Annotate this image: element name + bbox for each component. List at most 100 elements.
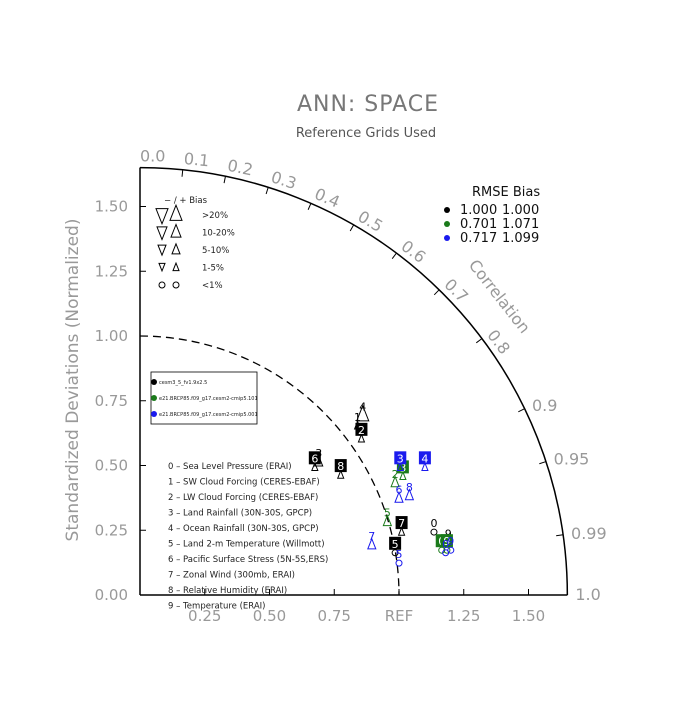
variable-list-item: 3 – Land Rainfall (30N-30S, GPCP) <box>168 509 312 519</box>
data-point: 8 <box>404 481 415 501</box>
case-color-dot <box>151 411 157 417</box>
correlation-tick-label: 0.95 <box>554 450 590 469</box>
point-label: 2 <box>392 468 399 481</box>
point-label: 0 <box>442 538 449 551</box>
bias-circle-minus-icon <box>158 281 166 289</box>
bias-legend-label: 1-5% <box>202 264 224 274</box>
point-label-box <box>440 534 453 548</box>
rmse-color-dot <box>444 207 450 213</box>
rmse-header: RMSE Bias <box>472 185 540 200</box>
variable-list-item: 2 – LW Cloud Forcing (CERES-EBAF) <box>168 493 318 503</box>
point-label: 6 <box>311 452 318 465</box>
point-label: 7 <box>368 530 375 543</box>
data-point: 5 <box>382 507 393 527</box>
point-label-box <box>355 422 368 436</box>
data-point: 6 <box>394 483 404 503</box>
point-marker-triangle <box>367 537 377 550</box>
bias-triangle-down-icon <box>158 262 166 273</box>
correlation-tick-label: 0.6 <box>398 236 430 266</box>
point-marker-triangle <box>421 461 429 471</box>
point-label: 6 <box>396 483 403 496</box>
bias-circle-plus-icon <box>172 281 180 289</box>
y-tick-label: 0.75 <box>95 392 128 410</box>
correlation-tick-label: 0.1 <box>183 149 210 170</box>
point-label: 4 <box>359 401 366 414</box>
y-tick-label: 1.50 <box>95 198 128 216</box>
point-label: 4 <box>421 452 428 465</box>
point-label: 5 <box>392 538 399 551</box>
point-marker-triangle <box>357 433 366 443</box>
point-marker-circle <box>447 546 455 554</box>
point-label-box <box>418 451 431 465</box>
bias-triangle-up-icon <box>172 261 180 272</box>
correlation-tick-label: 0.2 <box>226 156 255 180</box>
variable-list-item: 8 – Relative Humidity (ERAI) <box>168 586 287 596</box>
y-tick-label: 0.00 <box>95 586 128 604</box>
correlation-tick-label: 0.99 <box>571 524 607 543</box>
data-point: 0 <box>430 517 438 536</box>
bias-triangle-up-icon <box>170 223 182 238</box>
point-marker-triangle <box>394 490 404 503</box>
correlation-tick-label: 0.5 <box>355 207 387 236</box>
variable-list-item: 4 – Ocean Rainfall (30N-30S, GPCP) <box>168 524 319 534</box>
rmse-color-dot <box>444 235 450 241</box>
correlation-tick-mark <box>475 338 483 344</box>
y-tick-label: 1.25 <box>95 262 128 280</box>
bias-triangle-up-icon <box>169 203 183 221</box>
point-marker-triangle <box>336 469 345 479</box>
correlation-tick-label: 0.4 <box>312 184 343 212</box>
point-marker-triangle <box>382 514 393 527</box>
point-marker-triangle <box>399 470 407 481</box>
point-label-box <box>389 536 402 550</box>
variable-list-item: 5 – Land 2-m Temperature (Willmott) <box>168 540 325 550</box>
bias-value: 1.099 <box>502 231 539 246</box>
reference-arc <box>139 335 400 596</box>
y-tick-label: 1.00 <box>95 327 128 345</box>
data-point: 7 <box>367 530 377 550</box>
correlation-tick-mark <box>349 224 355 232</box>
chart-title: ANN: SPACE <box>297 92 439 117</box>
case-legend: cesm3_5_fv1.9x2.5 e21.BRCP85.f09_g17.cesm… <box>150 371 258 425</box>
point-label: 3 <box>397 452 404 465</box>
variable-list-item: 0 – Sea Level Pressure (ERAI) <box>168 462 292 472</box>
case-name: e21.BRCP85.f09_g17.cesm2-cmip5.101 <box>159 396 258 402</box>
case-color-dot <box>151 379 157 385</box>
point-label: 2 <box>358 424 365 437</box>
case-name: cesm3_5_fv1.9x2.5 <box>159 380 207 386</box>
point-marker-triangle <box>311 461 319 471</box>
point-marker-triangle <box>390 475 400 488</box>
point-label: 1 <box>354 411 361 424</box>
data-point: 2 <box>355 422 368 443</box>
x-tick-label: 0.75 <box>318 607 351 625</box>
point-label-box <box>395 516 408 530</box>
plot-axes <box>139 166 569 596</box>
x-tick-label: 0.50 <box>253 607 286 625</box>
case-name: e21.BRCP85.f09_g17.cesm2-cmip5.001 <box>159 412 258 418</box>
correlation-tick-mark <box>223 176 226 184</box>
data-point: 6 <box>308 451 321 471</box>
chart-subtitle: Reference Grids Used <box>296 126 436 141</box>
correlation-tick-label: 1.0 <box>575 585 600 604</box>
rmse-color-dot <box>444 221 450 227</box>
data-point: 3 <box>394 451 407 471</box>
point-label-box <box>334 459 347 473</box>
point-label-box <box>308 451 321 465</box>
point-marker-triangle <box>404 488 415 501</box>
data-point: 8 <box>334 459 347 479</box>
correlation-tick-mark <box>265 187 269 195</box>
point-marker-triangle <box>356 404 370 422</box>
correlation-tick-mark <box>433 289 440 296</box>
bias-legend-label: <1% <box>202 281 223 291</box>
outer-arc <box>139 166 569 596</box>
x-tick-label: 1.50 <box>512 607 545 625</box>
case-legend-box <box>150 371 258 425</box>
rmse-value: 0.717 <box>460 231 497 246</box>
variable-list: 0 – Sea Level Pressure (ERAI) 1 – SW Clou… <box>168 462 328 612</box>
bias-value: 1.000 <box>502 203 539 218</box>
bias-triangle-down-icon <box>155 208 169 226</box>
bias-legend: − / + Bias >20% 10-20% 5-10% 1-5% <1% <box>155 196 235 291</box>
correlation-label: Correlation <box>465 256 534 337</box>
point-marker-circle <box>395 559 403 567</box>
point-label-box <box>394 451 407 465</box>
